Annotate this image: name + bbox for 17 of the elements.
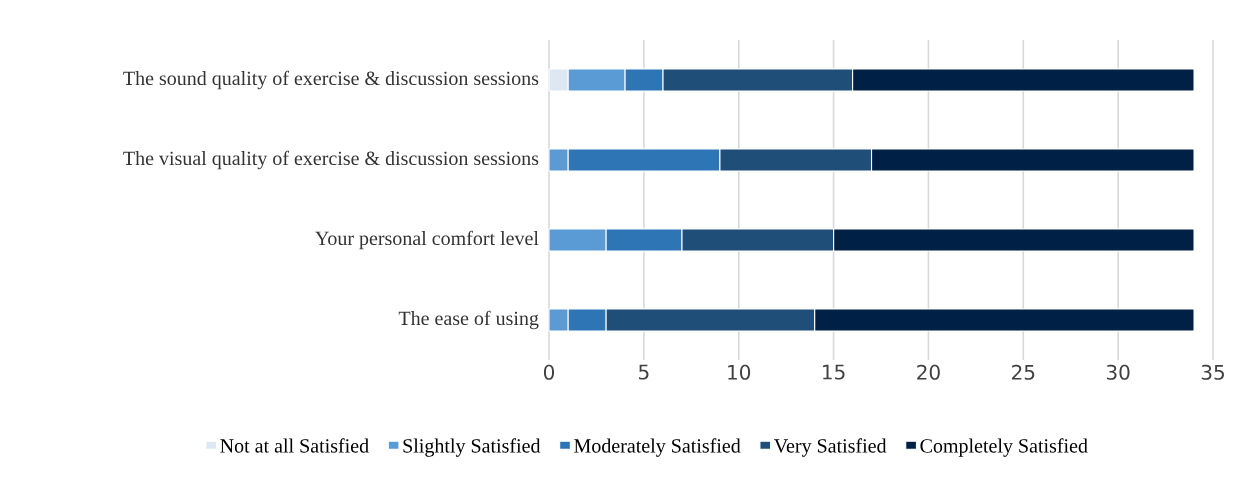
x-tick-label: 10 [728,364,751,380]
legend-label: Very Satisfied [774,438,887,457]
x-tick-label: 15 [823,364,845,380]
legend-label: Not at all Satisfied [220,438,369,453]
legend-label: Completely Satisfied [920,438,1088,457]
y-tick-label: The ease of using [398,310,539,330]
x-tick-label: 5 [639,364,649,380]
y-tick-label: The sound quality of exercise & discussion sessions [123,70,539,90]
x-tick-label: 20 [917,364,940,380]
legend-label: Moderately Satisfied [574,438,741,457]
y-tick-label: Your personal comfort level [315,230,539,250]
y-tick-label: The visual quality of exercise & discussion sessions [123,150,539,170]
x-tick-label: 30 [1106,364,1130,380]
x-tick-label: 25 [1012,364,1035,380]
x-tick-label: 35 [1201,364,1224,380]
legend-label: Slightly Satisfied [403,438,541,457]
x-tick-label: 0 [543,364,555,380]
